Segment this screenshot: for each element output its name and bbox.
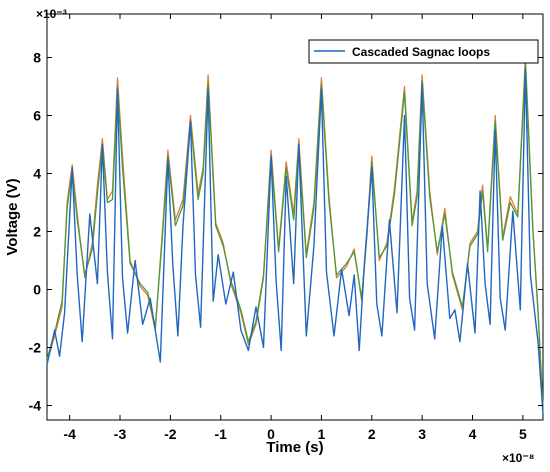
x-tick-label: -1	[214, 426, 227, 442]
x-axis-ticks: -4 -3 -2 -1 0 1 2 3 4 5	[63, 14, 527, 442]
series-layer	[46, 56, 544, 415]
y-axis-label: Voltage (V)	[4, 178, 21, 255]
x-tick-label: -2	[164, 426, 177, 442]
y-tick-label: 0	[33, 282, 41, 298]
y-tick-label: 8	[33, 50, 41, 66]
x-tick-label: 5	[519, 426, 527, 442]
y-tick-label: 6	[33, 108, 41, 124]
y-tick-label: 2	[33, 224, 41, 240]
y-tick-label: 4	[33, 166, 41, 182]
y-tick-label: -2	[29, 340, 42, 356]
legend-box	[308, 39, 539, 64]
axes-frame	[46, 13, 544, 421]
x-tick-label: -4	[63, 426, 76, 442]
x-tick-label: 0	[267, 426, 275, 442]
legend-label: Cascaded Sagnac loops	[352, 45, 490, 59]
x-tick-label: 2	[368, 426, 376, 442]
x-tick-label: -3	[114, 426, 127, 442]
x-tick-label: 3	[418, 426, 426, 442]
legend: Cascaded Sagnac loops	[308, 39, 539, 64]
x-tick-label: 4	[469, 426, 477, 442]
y-axis-multiplier: ×10⁻³	[36, 7, 67, 21]
series-line-signal	[46, 68, 544, 415]
y-tick-label: -4	[29, 398, 42, 414]
x-axis-label: Time (s)	[266, 439, 323, 456]
plot-area: -4 -3 -2 -1 0 1 2 3 4 5 -4 -2 0 2 4 6 8	[29, 13, 544, 442]
x-axis-multiplier: ×10⁻⁸	[502, 451, 534, 465]
y-axis-ticks: -4 -2 0 2 4 6 8	[29, 50, 543, 414]
x-tick-label: 1	[318, 426, 326, 442]
